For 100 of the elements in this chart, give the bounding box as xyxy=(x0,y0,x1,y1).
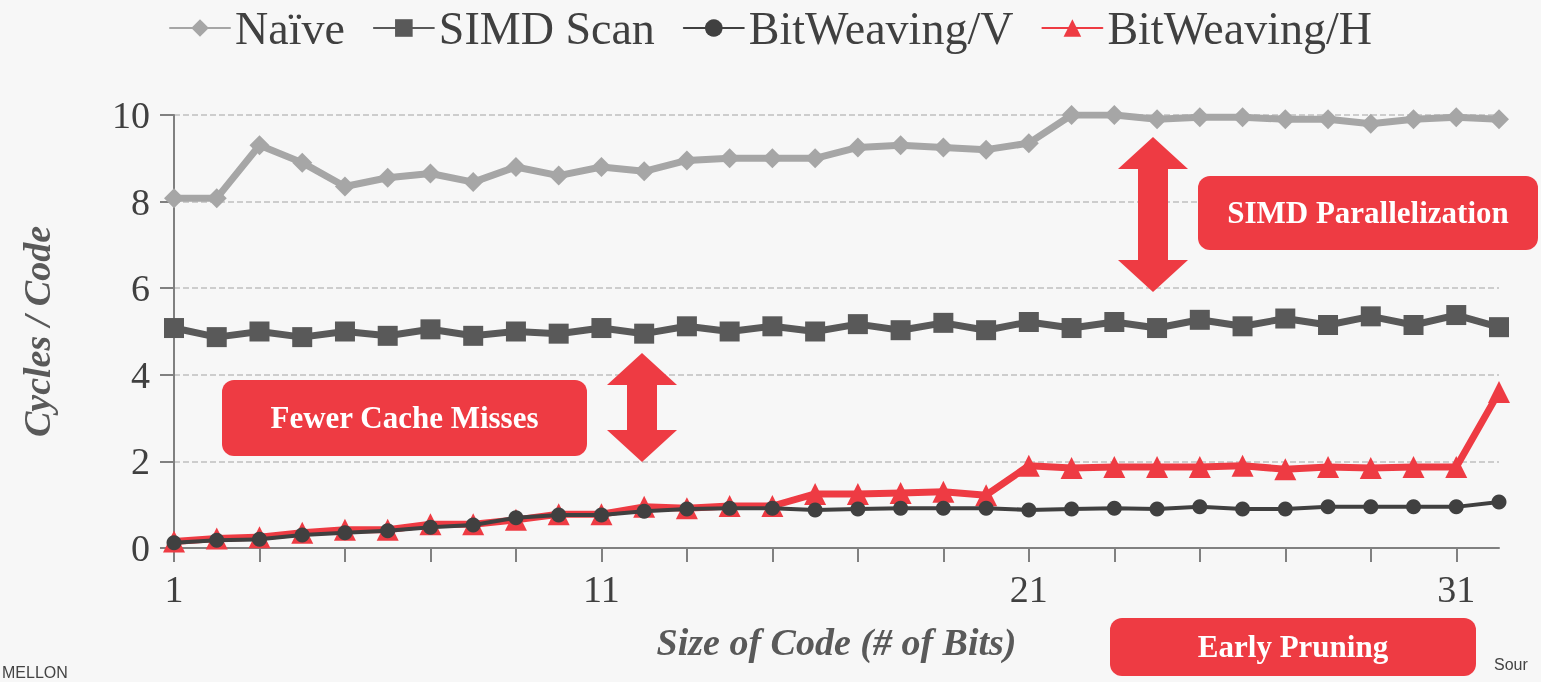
point xyxy=(1147,318,1168,339)
point xyxy=(1106,500,1122,516)
point xyxy=(1104,311,1125,332)
callout-box: Fewer Cache Misses xyxy=(222,380,587,456)
point xyxy=(334,321,355,342)
point xyxy=(847,137,868,158)
y-axis-title: Cycles / Code xyxy=(16,225,58,438)
point xyxy=(1061,105,1082,125)
point xyxy=(249,135,270,156)
point xyxy=(1064,501,1080,517)
point xyxy=(1060,456,1083,479)
point xyxy=(805,321,826,342)
x-tick-label: 21 xyxy=(1009,568,1048,610)
point xyxy=(164,318,184,339)
point xyxy=(1275,308,1296,329)
point xyxy=(805,148,826,169)
point xyxy=(978,500,994,516)
point xyxy=(1318,315,1339,336)
point xyxy=(1363,499,1379,515)
point xyxy=(762,316,783,337)
point xyxy=(1403,109,1424,130)
point xyxy=(505,156,526,177)
y-tick-label: 10 xyxy=(112,94,150,136)
point xyxy=(1189,309,1210,330)
point xyxy=(1235,501,1251,517)
callout-box: SIMD Parallelization xyxy=(1198,176,1538,250)
point xyxy=(976,139,997,160)
point xyxy=(634,161,655,182)
legend-label: BitWeaving/V xyxy=(748,2,1014,54)
point xyxy=(1231,454,1254,477)
point xyxy=(1360,306,1381,327)
point xyxy=(1274,458,1297,481)
point xyxy=(933,137,954,158)
point xyxy=(890,135,911,156)
point xyxy=(334,176,355,197)
point xyxy=(1103,456,1126,479)
point xyxy=(463,172,484,193)
point xyxy=(249,321,270,342)
point xyxy=(164,188,184,209)
point xyxy=(1018,311,1039,332)
point xyxy=(932,480,955,503)
x-tick-label: 11 xyxy=(583,568,620,610)
text: Sour xyxy=(1494,656,1528,674)
point xyxy=(206,327,227,348)
point xyxy=(807,502,823,518)
point xyxy=(1318,109,1339,130)
point xyxy=(548,165,569,186)
legend-label: SIMD Scan xyxy=(438,2,655,54)
point xyxy=(591,156,612,177)
point xyxy=(505,321,526,342)
point xyxy=(847,314,868,335)
point xyxy=(420,163,441,184)
point xyxy=(1448,499,1464,515)
point xyxy=(1192,499,1208,515)
point xyxy=(377,325,398,346)
point xyxy=(634,323,655,344)
x-tick-label: 31 xyxy=(1437,568,1476,610)
point xyxy=(1445,456,1468,479)
point xyxy=(1232,316,1253,337)
point xyxy=(1277,501,1293,517)
point xyxy=(1320,499,1336,515)
point xyxy=(1403,315,1424,336)
legend-label: BitWeaving/H xyxy=(1107,2,1372,54)
y-tick-label: 8 xyxy=(131,180,150,223)
point xyxy=(1061,318,1082,339)
text: MELLON xyxy=(2,664,68,682)
point xyxy=(1149,501,1165,517)
point xyxy=(1489,109,1509,130)
point xyxy=(719,321,740,342)
callout-box: Early Pruning xyxy=(1110,618,1476,676)
point xyxy=(292,152,313,173)
point xyxy=(1317,456,1340,479)
point xyxy=(890,320,911,341)
point xyxy=(548,323,569,344)
point xyxy=(1188,456,1211,479)
point xyxy=(1104,105,1125,125)
x-tick-label: 1 xyxy=(164,568,184,610)
point xyxy=(1018,133,1039,154)
point xyxy=(1359,456,1382,479)
point xyxy=(935,500,951,516)
point xyxy=(1488,381,1510,404)
y-tick-label: 0 xyxy=(131,527,150,569)
point xyxy=(1491,494,1507,510)
point xyxy=(1402,456,1425,479)
y-tick-label: 6 xyxy=(131,267,150,310)
point xyxy=(591,318,612,339)
point xyxy=(377,167,398,188)
y-tick-label: 2 xyxy=(131,440,150,483)
point xyxy=(850,501,866,517)
point xyxy=(1146,456,1169,479)
point xyxy=(1360,113,1381,134)
point xyxy=(1021,502,1037,518)
legend-label: Naïve xyxy=(235,2,345,54)
point xyxy=(1446,305,1467,326)
point xyxy=(933,312,954,333)
point xyxy=(893,500,909,516)
point xyxy=(292,327,313,348)
point xyxy=(676,150,697,171)
point xyxy=(1406,499,1422,515)
point xyxy=(804,482,827,505)
